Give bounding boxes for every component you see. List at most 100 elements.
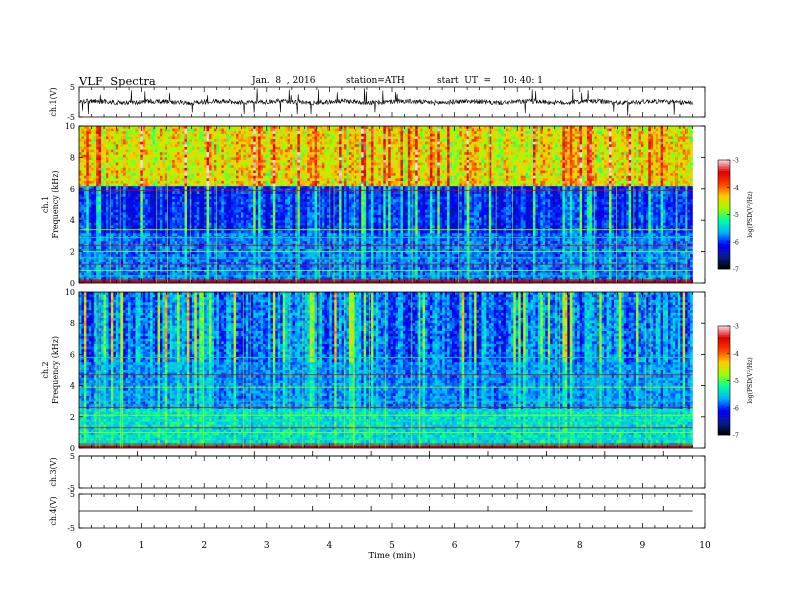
colorbar-segment bbox=[718, 369, 730, 372]
colorbar-segment bbox=[718, 389, 730, 392]
colorbar-segment bbox=[718, 245, 730, 248]
colorbar-segment bbox=[718, 382, 730, 385]
colorbar-tick-label: -3 bbox=[733, 324, 739, 331]
x-tick-label: 2 bbox=[201, 541, 207, 551]
station-label: station=ATH bbox=[346, 76, 405, 86]
colorbar-segment bbox=[718, 249, 730, 252]
colorbar-segment bbox=[718, 234, 730, 237]
y-tick-label: 8 bbox=[70, 319, 75, 328]
colorbar-segment bbox=[718, 431, 730, 434]
colorbar-segment bbox=[718, 416, 730, 419]
chart-title: VLF Spectra bbox=[79, 74, 156, 88]
colorbar-segment bbox=[718, 232, 730, 235]
colorbar-segment bbox=[718, 194, 730, 197]
colorbar-segment bbox=[718, 181, 730, 184]
x-tick-label: 7 bbox=[514, 541, 520, 551]
colorbar-segment bbox=[718, 212, 730, 215]
colorbar-tick-label: -4 bbox=[733, 185, 739, 192]
colorbar-segment bbox=[718, 405, 730, 409]
colorbar-segment bbox=[718, 263, 730, 266]
colorbar-segment bbox=[718, 174, 730, 177]
y-tick-label: 10 bbox=[65, 122, 75, 131]
colorbar-tick-label: -3 bbox=[733, 158, 739, 165]
colorbar-segment bbox=[718, 400, 730, 403]
colorbar-segment bbox=[718, 239, 730, 243]
colorbar-segment bbox=[718, 420, 730, 423]
colorbar-segment bbox=[718, 214, 730, 217]
x-tick-label: 10 bbox=[699, 541, 711, 551]
colorbar-segment bbox=[718, 247, 730, 250]
y-tick-label: -5 bbox=[67, 484, 75, 493]
y-tick-label: 8 bbox=[70, 153, 75, 162]
colorbar-segment bbox=[718, 411, 730, 414]
colorbar-segment bbox=[718, 256, 730, 259]
colorbar-segment bbox=[718, 387, 730, 390]
y-tick-label: 5 bbox=[70, 490, 75, 499]
colorbar-segment bbox=[718, 221, 730, 224]
colorbar-segment bbox=[718, 209, 730, 212]
colorbar-segment bbox=[718, 396, 730, 399]
colorbar-segment bbox=[718, 380, 730, 383]
colorbar-segment bbox=[718, 241, 730, 244]
x-axis-label: Time (min) bbox=[368, 550, 415, 561]
colorbar-segment bbox=[718, 364, 730, 367]
y-axis-label: Frequency (kHz) bbox=[51, 170, 60, 238]
colorbar-segment bbox=[718, 172, 730, 175]
colorbar-segment bbox=[718, 331, 730, 334]
colorbar-segment bbox=[718, 176, 730, 179]
y-tick-label: 6 bbox=[70, 185, 75, 194]
colorbar-segment bbox=[718, 218, 730, 221]
colorbar-segment bbox=[718, 376, 730, 379]
x-tick-label: 0 bbox=[76, 541, 82, 551]
colorbar-segment bbox=[718, 160, 730, 163]
x-tick-label: 8 bbox=[577, 541, 583, 551]
date-label: Jan. 8 , 2016 bbox=[252, 76, 315, 86]
colorbar-segment bbox=[718, 395, 730, 398]
colorbar-tick-label: -6 bbox=[733, 405, 739, 412]
colorbar-segment bbox=[718, 427, 730, 430]
colorbar-segment bbox=[718, 178, 730, 181]
colorbar-tick-label: -7 bbox=[733, 433, 739, 440]
colorbar-segment bbox=[718, 373, 730, 376]
colorbar-segment bbox=[718, 353, 730, 356]
colorbar-segment bbox=[718, 345, 730, 349]
colorbar-segment bbox=[718, 267, 730, 270]
colorbar-segment bbox=[718, 219, 730, 223]
colorbar-segment bbox=[718, 375, 730, 378]
colorbar-segment bbox=[718, 429, 730, 432]
colorbar-segment bbox=[718, 167, 730, 170]
colorbar-segment bbox=[718, 230, 730, 233]
colorbar-segment bbox=[718, 347, 730, 350]
colorbar-segment bbox=[718, 258, 730, 261]
colorbar-tick-label: -4 bbox=[733, 351, 739, 358]
y-tick-label: -5 bbox=[67, 524, 75, 533]
y-axis-label: Frequency (kHz) bbox=[51, 336, 60, 404]
colorbar-segment bbox=[718, 342, 730, 345]
start-time-label: start UT = 10: 40: 1 bbox=[437, 76, 543, 86]
colorbar-tick-label: -5 bbox=[733, 212, 739, 219]
colorbar-segment bbox=[718, 333, 730, 336]
colorbar-segment bbox=[718, 236, 730, 239]
colorbar-segment bbox=[718, 433, 730, 436]
colorbar-segment bbox=[718, 170, 730, 174]
y-tick-label: 5 bbox=[70, 83, 75, 92]
x-tick-label: 9 bbox=[640, 541, 646, 551]
colorbar-tick-label: -5 bbox=[733, 378, 739, 385]
colorbar-segment bbox=[718, 360, 730, 363]
y-axis-label: ch.1(V) bbox=[49, 87, 58, 116]
colorbar-segment bbox=[718, 227, 730, 230]
colorbar-segment bbox=[718, 355, 730, 358]
colorbar-segment bbox=[718, 252, 730, 255]
colorbar-segment bbox=[718, 196, 730, 199]
colorbar-segment bbox=[718, 185, 730, 188]
y-tick-label: 0 bbox=[70, 444, 75, 453]
colorbar-segment bbox=[718, 254, 730, 257]
colorbar-segment bbox=[718, 393, 730, 396]
colorbar-tick-label: -6 bbox=[733, 239, 739, 246]
colorbar-segment bbox=[718, 415, 730, 418]
y-tick-label: 2 bbox=[70, 248, 75, 257]
colorbar-segment bbox=[718, 243, 730, 246]
colorbar-segment bbox=[718, 223, 730, 226]
colorbar-segment bbox=[718, 402, 730, 405]
colorbar-segment bbox=[718, 338, 730, 341]
